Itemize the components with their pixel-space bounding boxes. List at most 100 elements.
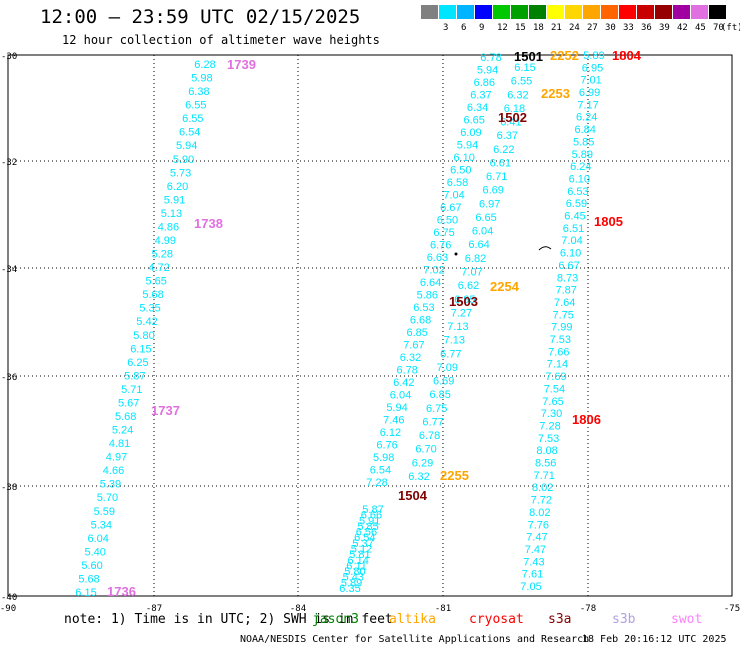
wave-height-value: 5.85 bbox=[573, 136, 594, 148]
pass-time-label: 1739 bbox=[227, 57, 256, 72]
wave-height-value: 8.02 bbox=[529, 507, 550, 519]
wave-height-value: 5.89 bbox=[572, 149, 593, 161]
wave-height-value: 5.91 bbox=[359, 515, 380, 527]
wave-height-value: 6.04 bbox=[87, 533, 108, 545]
wave-height-value: 6.61 bbox=[490, 157, 511, 169]
credit-line: NOAA/NESDIS Center for Satellite Applica… bbox=[240, 634, 590, 645]
wave-height-value: 5.94 bbox=[176, 140, 197, 152]
wave-height-value: 8.73 bbox=[557, 272, 578, 284]
legend-label: 27 bbox=[587, 23, 598, 33]
wave-height-value: 8.02 bbox=[532, 482, 553, 494]
pass-time-label: 1805 bbox=[594, 214, 623, 229]
wave-height-value: 7.01 bbox=[580, 75, 601, 87]
wave-height-value: 7.43 bbox=[523, 556, 544, 568]
lon-label: -90 bbox=[0, 604, 16, 614]
wave-height-value: 5.73 bbox=[170, 167, 191, 179]
legend-swatch bbox=[691, 5, 708, 19]
wave-height-value: 6.82 bbox=[465, 253, 486, 265]
wave-height-value: 6.75 bbox=[426, 403, 447, 415]
track-1739-1736: 6.28 5.986.38 6.556.55 6.545.94 5.905.73 6.20… bbox=[75, 59, 215, 599]
wave-height-value: 8.08 bbox=[536, 445, 557, 457]
wave-height-value: 6.65 bbox=[475, 212, 496, 224]
wave-height-value: 4.81 bbox=[109, 438, 130, 450]
legend-swatch bbox=[565, 5, 582, 19]
legend-label: 9 bbox=[479, 23, 485, 33]
wave-height-value: 5.94 bbox=[477, 65, 498, 77]
legend-unit: (ft) bbox=[721, 23, 740, 33]
wave-height-value: 7.47 bbox=[526, 532, 547, 544]
wave-height-value: 7.71 bbox=[533, 470, 554, 482]
wave-height-value: 7.54 bbox=[544, 383, 565, 395]
wave-height-value: 6.32 bbox=[408, 471, 429, 483]
wave-height-value: 6.24 bbox=[576, 112, 597, 124]
wave-height-value: 5.94 bbox=[386, 402, 407, 414]
wave-height-value: 6.95 bbox=[582, 62, 603, 74]
wave-height-value: 6.59 bbox=[566, 198, 587, 210]
wave-height-value: 6.65 bbox=[463, 115, 484, 127]
legend-swatch bbox=[709, 5, 726, 19]
wave-height-value: 6.24 bbox=[570, 161, 591, 173]
lon-label: -78 bbox=[580, 604, 596, 614]
wave-height-value: 7.69 bbox=[545, 371, 566, 383]
legend-label: 45 bbox=[695, 23, 706, 33]
wave-height-value: 7.28 bbox=[539, 421, 560, 433]
wave-height-value: 6.64 bbox=[420, 277, 441, 289]
pass-time-label: 1503 bbox=[449, 294, 478, 309]
wave-height-value: 6.54 bbox=[370, 465, 391, 477]
wave-height-value: 6.67 bbox=[558, 260, 579, 272]
wave-height-value: 6.85 bbox=[429, 389, 450, 401]
latitude-labels: -30 -32 -34 -36 -38 -40 bbox=[1, 52, 17, 603]
legend-label: 6 bbox=[461, 23, 467, 33]
wave-height-value: 5.28 bbox=[152, 249, 173, 261]
lon-label: -81 bbox=[435, 604, 451, 614]
wave-height-value: 6.54 bbox=[354, 532, 375, 544]
wave-height-value: 6.67 bbox=[440, 202, 461, 214]
wave-height-value: 5.94 bbox=[457, 140, 478, 152]
wave-height-value: 5.85 bbox=[357, 521, 378, 533]
wave-height-value: 7.75 bbox=[552, 309, 573, 321]
wave-height-value: 8.56 bbox=[535, 458, 556, 470]
wave-height-value: 5.98 bbox=[373, 452, 394, 464]
wave-height-value: 7.13 bbox=[444, 335, 465, 347]
wave-height-value: 7.14 bbox=[547, 359, 568, 371]
wave-height-value: 5.81 bbox=[349, 549, 370, 561]
wave-height-value: 6.55 bbox=[185, 100, 206, 112]
wave-height-value: 6.85 bbox=[406, 327, 427, 339]
wave-height-value: 5.86 bbox=[417, 290, 438, 302]
wave-height-value: 7.61 bbox=[522, 569, 543, 581]
legend-swatch bbox=[511, 5, 528, 19]
legend-label: 18 bbox=[533, 23, 544, 33]
wave-height-value: 7.02 bbox=[423, 265, 444, 277]
longitude-labels: -90 -87 -84 -81 -78 -75 bbox=[0, 604, 740, 614]
wave-height-value: 6.35 bbox=[339, 583, 360, 595]
pass-time-label: 1804 bbox=[612, 48, 642, 63]
wave-height-value: 6.15 bbox=[75, 587, 96, 599]
legend-swatch bbox=[601, 5, 618, 19]
satellite-label-s3a: s3a bbox=[548, 612, 572, 627]
legend-label: 42 bbox=[677, 23, 688, 33]
legend-swatch bbox=[583, 5, 600, 19]
map-frame bbox=[7, 54, 733, 597]
lon-label: -75 bbox=[724, 604, 740, 614]
lon-label: -84 bbox=[290, 604, 306, 614]
wave-height-value: 5.43 bbox=[343, 572, 364, 584]
wave-height-value: 6.18 bbox=[504, 103, 525, 115]
wave-height-value: 6.78 bbox=[419, 430, 440, 442]
wave-height-value: 6.38 bbox=[188, 86, 209, 98]
wave-height-value: 6.62 bbox=[458, 280, 479, 292]
wave-height-value: 5.60 bbox=[81, 560, 102, 572]
wave-height-value: 7.72 bbox=[531, 495, 552, 507]
wave-height-value: 6.28 bbox=[194, 59, 215, 71]
wave-height-value: 5.71 bbox=[121, 384, 142, 396]
wave-height-value: 6.84 bbox=[574, 124, 595, 136]
wave-height-value: 6.75 bbox=[433, 227, 454, 239]
legend-swatch bbox=[439, 5, 456, 19]
satellite-label-s3b: s3b bbox=[612, 612, 636, 627]
legend-swatch bbox=[637, 5, 654, 19]
pass-time-label: 1737 bbox=[151, 403, 180, 418]
wave-height-value: 7.53 bbox=[550, 334, 571, 346]
legend-label: 12 bbox=[497, 23, 508, 33]
legend-swatch bbox=[655, 5, 672, 19]
wave-height-value: 5.37 bbox=[352, 538, 373, 550]
